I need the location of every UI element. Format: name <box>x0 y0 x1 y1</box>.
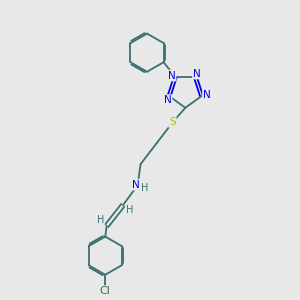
Text: H: H <box>141 183 149 193</box>
Text: H: H <box>97 215 104 226</box>
Text: N: N <box>203 90 211 100</box>
Text: H: H <box>126 206 133 215</box>
Text: Cl: Cl <box>100 286 111 296</box>
Text: S: S <box>169 117 176 127</box>
Text: N: N <box>193 68 201 79</box>
Text: N: N <box>164 95 172 105</box>
Text: N: N <box>168 70 176 81</box>
Text: N: N <box>132 180 140 190</box>
